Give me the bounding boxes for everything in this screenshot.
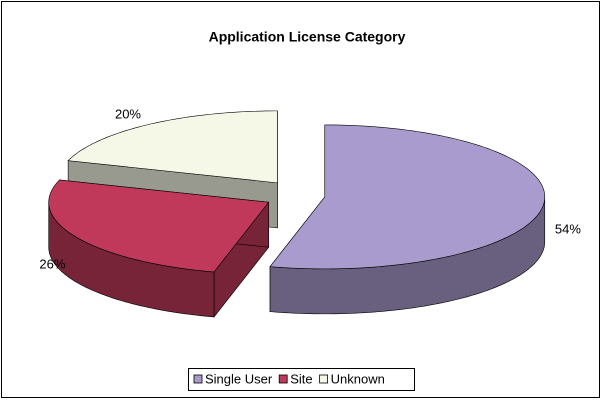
- legend-label: Single User: [205, 371, 273, 386]
- chart-title: Application License Category: [209, 29, 406, 45]
- slice: [269, 124, 546, 315]
- data-label: 20%: [115, 106, 141, 121]
- slice-top: [269, 124, 546, 270]
- legend-swatch: [193, 374, 203, 384]
- legend-label: Site: [290, 371, 312, 386]
- slice-top: [48, 179, 270, 273]
- legend-box: [188, 368, 415, 391]
- data-label: 26%: [39, 257, 65, 272]
- slice: [48, 179, 270, 318]
- legend-swatch: [319, 374, 329, 384]
- data-label: 54%: [555, 221, 581, 236]
- legend-swatch: [278, 374, 288, 384]
- legend-label: Unknown: [331, 371, 385, 386]
- slice-top: [67, 110, 278, 184]
